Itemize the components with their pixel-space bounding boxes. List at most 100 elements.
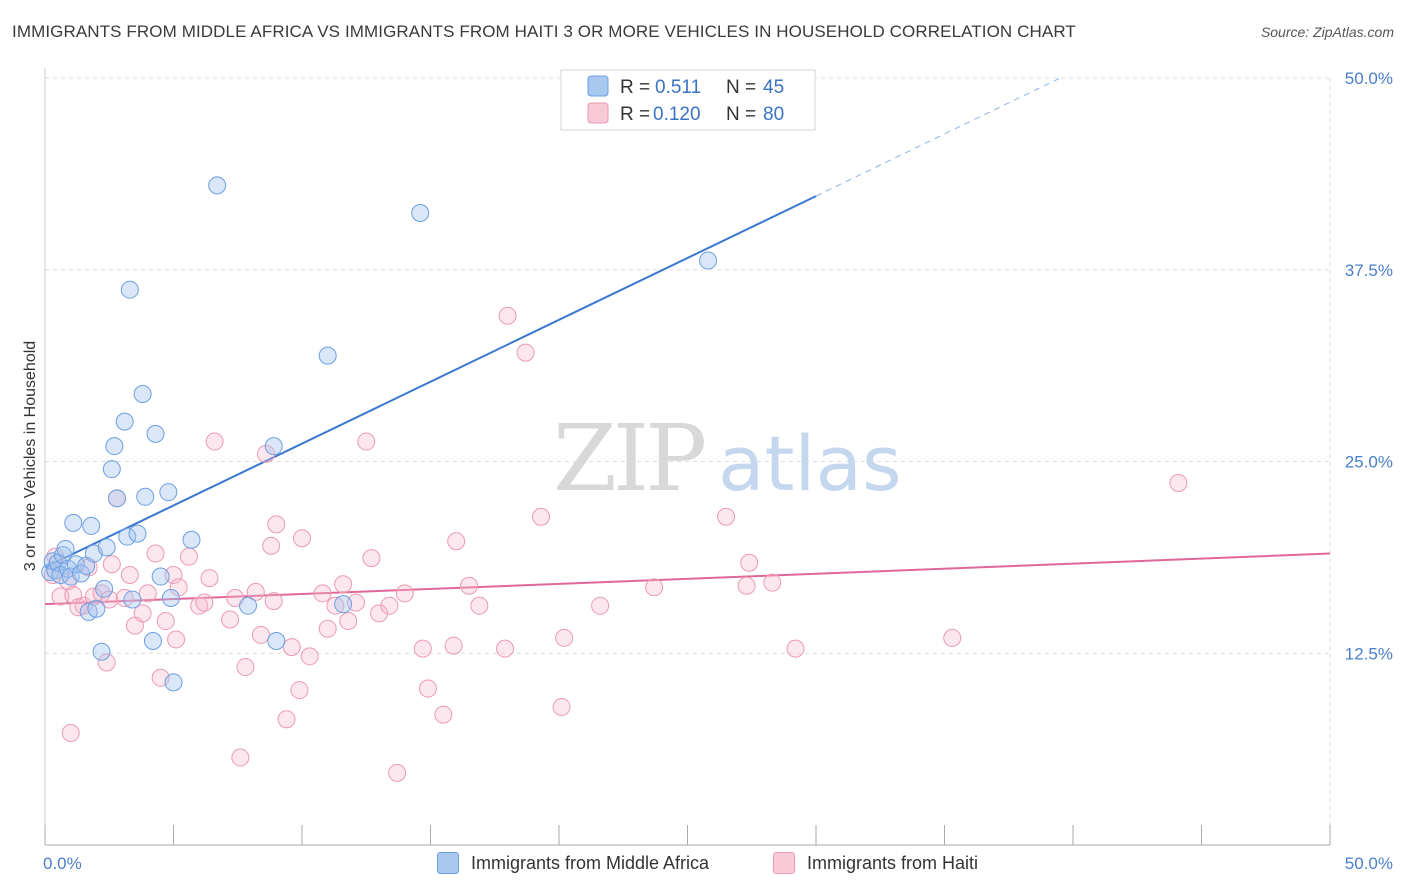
chart-title: IMMIGRANTS FROM MIDDLE AFRICA VS IMMIGRA…: [12, 22, 1076, 41]
middle-africa-point-21: [105, 437, 124, 456]
trend-lines: [44, 77, 1331, 606]
middle-africa-point-22: [107, 489, 126, 508]
haiti-point-77: [1169, 473, 1188, 492]
haiti-point-28: [205, 432, 224, 451]
middle-africa-point-6: [56, 539, 75, 558]
axes: 12.5% 25.0% 37.5% 50.0% 0.0% 50.0%: [43, 68, 1393, 873]
haiti-point-36: [262, 536, 281, 555]
haiti-point-22: [167, 630, 186, 649]
haiti-point-59: [444, 636, 463, 655]
haiti-point-65: [516, 343, 535, 362]
haiti-point-14: [120, 566, 139, 585]
legend-swatch-pink: [587, 102, 609, 124]
middle-africa-point-44: [699, 251, 718, 270]
middle-africa-point-16: [87, 599, 106, 618]
middle-africa-point-20: [102, 460, 121, 479]
haiti-point-47: [334, 575, 353, 594]
middle-africa-point-29: [136, 487, 155, 506]
middle-africa-point-23: [115, 412, 134, 431]
haiti-point-40: [282, 638, 301, 657]
legend-swatch-middle-africa: [437, 852, 459, 874]
haiti-point-29: [221, 610, 240, 629]
haiti-point-10: [97, 653, 116, 672]
haiti-point-71: [717, 507, 736, 526]
haiti-point-67: [552, 697, 571, 716]
bottom-legend: Immigrants from Middle Africa Immigrants…: [0, 852, 1406, 878]
watermark-zip: ZIP: [553, 405, 704, 512]
legend-item-middle-africa: Immigrants from Middle Africa: [437, 852, 709, 874]
haiti-point-35: [257, 444, 276, 463]
x-tick-label-0: 0.0%: [43, 854, 82, 873]
middle-africa-point-9: [64, 513, 83, 532]
y-tick-label-2: 37.5%: [1345, 261, 1393, 280]
middle-africa-point-35: [164, 673, 183, 692]
middle-africa-point-40: [267, 631, 286, 650]
haiti-point-20: [156, 612, 175, 631]
middle-africa-point-14: [82, 516, 101, 535]
middle-africa-point-27: [128, 524, 147, 543]
haiti-point-13: [115, 589, 134, 608]
haiti-point-26: [195, 593, 214, 612]
legend-label-haiti: Immigrants from Haiti: [807, 852, 979, 873]
middle-africa-point-26: [123, 590, 142, 609]
haiti-point-49: [346, 593, 365, 612]
haiti-point-73: [740, 553, 759, 572]
haiti-point-61: [460, 576, 479, 595]
y-axis-label: 3 or more Vehicles in Household: [22, 341, 39, 571]
middle-africa-point-24: [118, 527, 137, 546]
haiti-point-39: [277, 710, 296, 729]
haiti-point-60: [447, 532, 466, 551]
middle-africa-point-28: [133, 385, 152, 404]
middle-africa-point-34: [161, 589, 180, 608]
middle-africa-point-36: [182, 530, 201, 549]
haiti-point-74: [763, 573, 782, 592]
haiti-point-1: [51, 587, 70, 606]
middle-africa-point-37: [208, 176, 227, 195]
haiti-point-44: [313, 584, 332, 603]
haiti-point-55: [395, 584, 414, 603]
middle-africa-point-43: [411, 203, 430, 222]
haiti-point-38: [267, 515, 286, 534]
middle-africa-point-18: [95, 579, 114, 598]
haiti-point-45: [318, 619, 337, 638]
middle-africa-point-42: [334, 595, 353, 614]
middle-africa-trend-extension: [815, 77, 1061, 197]
x-tick-label-1: 50.0%: [1345, 854, 1393, 873]
haiti-point-72: [737, 576, 756, 595]
middle-africa-point-17: [92, 642, 111, 661]
haiti-point-51: [362, 549, 381, 568]
haiti-point-52: [370, 604, 389, 623]
haiti-point-63: [496, 639, 515, 658]
haiti-point-32: [236, 658, 255, 677]
haiti-point-25: [190, 596, 209, 615]
haiti-point-41: [290, 681, 309, 700]
legend-r-label-2: R =: [620, 104, 650, 125]
haiti-point-33: [246, 582, 265, 601]
haiti-point-79: [100, 590, 119, 609]
legend-n-value-1: 45: [763, 77, 784, 98]
haiti-point-50: [357, 432, 376, 451]
haiti-point-42: [293, 529, 311, 548]
legend-r-label-1: R =: [620, 77, 650, 98]
legend-n-label-1: N =: [726, 77, 756, 98]
haiti-points: [43, 306, 1188, 782]
haiti-point-18: [146, 544, 165, 563]
haiti-point-48: [339, 612, 358, 631]
watermark: ZIP atlas: [553, 405, 902, 512]
watermark-atlas: atlas: [718, 419, 902, 508]
y-tick-label-0: 12.5%: [1345, 644, 1393, 663]
y-tick-label-1: 25.0%: [1345, 453, 1393, 472]
source-label: Source: ZipAtlas.com: [1260, 24, 1394, 40]
middle-africa-point-38: [239, 596, 258, 615]
middle-africa-trend-line: [44, 195, 817, 569]
haiti-point-76: [943, 628, 962, 647]
haiti-point-75: [786, 639, 805, 658]
legend-item-haiti: Immigrants from Haiti: [773, 852, 978, 874]
middle-africa-point-30: [143, 631, 162, 650]
haiti-point-68: [555, 628, 574, 647]
middle-africa-point-31: [146, 424, 165, 443]
haiti-point-62: [470, 596, 489, 615]
haiti-point-46: [326, 596, 345, 615]
y-tick-label-3: 50.0%: [1345, 69, 1393, 88]
